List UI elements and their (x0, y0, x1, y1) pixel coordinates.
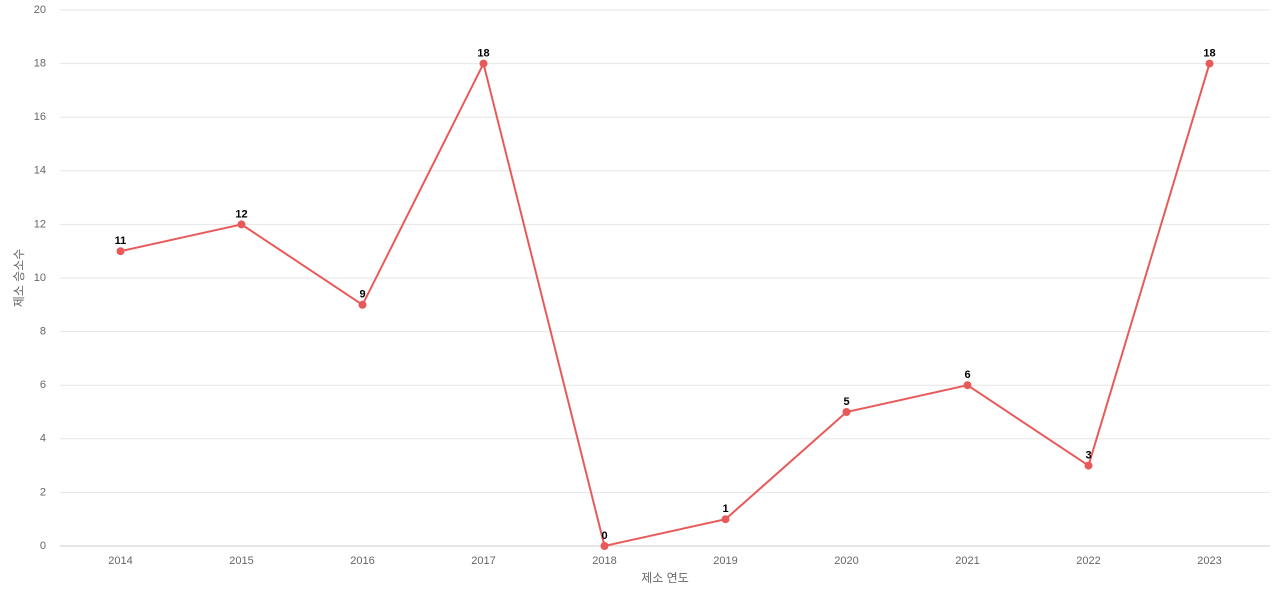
x-tick-label: 2017 (471, 555, 495, 567)
point (963, 381, 972, 390)
y-tick-label: 2 (40, 486, 46, 498)
y-tick-label: 8 (40, 326, 46, 338)
y-tick-label: 18 (34, 58, 46, 70)
point (1205, 59, 1214, 68)
y-tick-label: 0 (40, 540, 46, 552)
data-label: 5 (843, 396, 849, 408)
y-tick-label: 20 (34, 4, 46, 16)
y-axis-title: 제소 승소수 (12, 249, 26, 308)
y-tick-label: 4 (40, 433, 46, 445)
x-tick-label: 2022 (1076, 555, 1100, 567)
x-tick-label: 2023 (1197, 555, 1221, 567)
x-axis-title: 제소 연도 (641, 571, 689, 585)
point (479, 59, 488, 68)
y-tick-label: 14 (34, 165, 46, 177)
data-label: 9 (359, 289, 365, 301)
x-tick-label: 2021 (955, 555, 979, 567)
x-tick-label: 2016 (350, 555, 374, 567)
x-tick-label: 2020 (834, 555, 858, 567)
x-tick-label: 2014 (108, 555, 132, 567)
point (721, 515, 730, 524)
x-tick-label: 2019 (713, 555, 737, 567)
y-tick-label: 10 (34, 272, 46, 284)
data-label: 18 (477, 48, 489, 60)
data-label: 6 (964, 369, 970, 381)
point (116, 247, 125, 256)
data-label: 18 (1203, 48, 1215, 60)
data-label: 12 (235, 208, 247, 220)
y-tick-label: 16 (34, 111, 46, 123)
data-label: 11 (115, 235, 127, 247)
point (842, 408, 851, 416)
x-tick-label: 2018 (592, 555, 616, 567)
point (237, 220, 246, 229)
line (120, 60, 1211, 548)
point (1084, 461, 1093, 470)
data-label: 0 (601, 530, 607, 542)
data-label: 3 (1085, 450, 1091, 462)
y-tick-label: 6 (40, 379, 46, 391)
data-label: 1 (722, 503, 728, 515)
point (600, 542, 609, 550)
y-tick-label: 12 (34, 218, 46, 230)
point (358, 300, 367, 309)
x-tick-label: 2015 (229, 555, 253, 567)
